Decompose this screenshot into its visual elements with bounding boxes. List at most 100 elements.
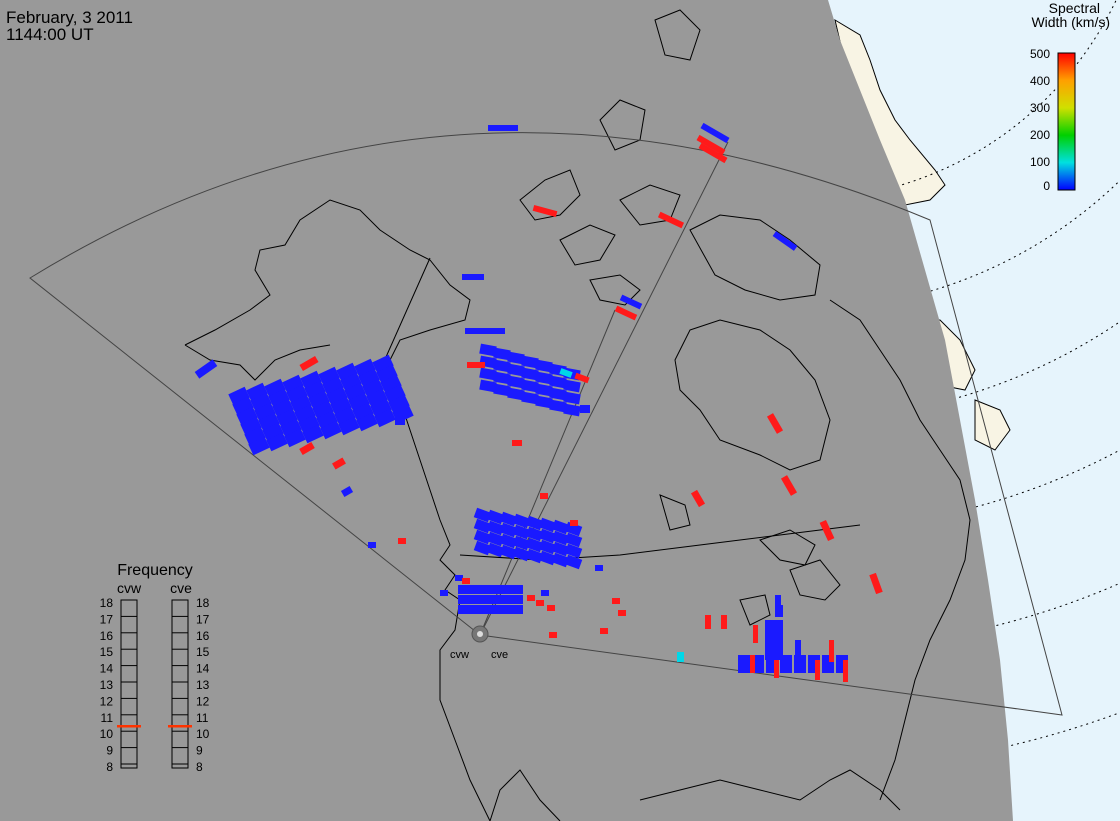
echo-cell xyxy=(366,388,388,408)
frequency-scale-label: 15 xyxy=(196,645,210,659)
frequency-scale-label: 15 xyxy=(100,645,114,659)
echo-cell xyxy=(488,125,518,131)
frequency-scale-label: 9 xyxy=(196,744,203,758)
echo-cell xyxy=(486,509,505,525)
colorbar-tick-400: 400 xyxy=(1030,74,1050,88)
echo-cell xyxy=(563,379,581,393)
echo-cell xyxy=(547,605,555,611)
echo-cell xyxy=(535,371,553,385)
echo-cell xyxy=(549,387,567,401)
radar-echoes xyxy=(194,122,883,682)
echo-cell xyxy=(690,489,706,508)
echo-cell xyxy=(304,380,326,400)
echo-cell xyxy=(780,475,798,496)
colorbar: Spectral Width (km/s) 500 400 300 200 10… xyxy=(1030,0,1110,193)
echo-cell xyxy=(843,660,848,682)
frequency-scale-label: 11 xyxy=(196,711,209,725)
echo-cell xyxy=(493,371,511,385)
echo-cell xyxy=(700,122,730,144)
echo-cell xyxy=(514,595,523,604)
echo-cell xyxy=(564,554,583,570)
echo-cell xyxy=(595,565,603,571)
echo-cell xyxy=(344,382,366,402)
frequency-scale-label: 17 xyxy=(100,612,114,626)
echo-cell xyxy=(525,526,544,542)
frequency-scale-label: 18 xyxy=(196,596,210,610)
echo-cell xyxy=(228,386,250,406)
echo-cell xyxy=(521,379,539,393)
echo-cell xyxy=(512,440,522,446)
frequency-scale-label: 8 xyxy=(106,760,113,774)
echo-cell xyxy=(312,400,334,420)
frequency-scale-label: 17 xyxy=(196,612,210,626)
frequency-scale-label: 10 xyxy=(196,727,210,741)
echo-cell xyxy=(302,424,324,444)
echo-cell xyxy=(540,493,548,499)
echo-cell xyxy=(499,544,518,560)
echo-cell xyxy=(525,515,544,531)
frequency-column-cve xyxy=(171,599,189,769)
frequency-scale-label: 10 xyxy=(100,727,114,741)
echo-cell xyxy=(246,382,268,402)
frequency-scale-label: 18 xyxy=(100,596,114,610)
echo-cell xyxy=(462,274,484,280)
echo-cell xyxy=(194,359,218,379)
echo-cell xyxy=(614,305,638,321)
echo-cell xyxy=(368,542,376,548)
echo-cell xyxy=(370,398,392,418)
echo-cell xyxy=(316,410,338,430)
echo-cell xyxy=(474,595,483,604)
echo-cell xyxy=(512,524,531,540)
echo-cell xyxy=(358,368,380,388)
echo-cell xyxy=(507,363,525,377)
echo-cell xyxy=(564,543,583,559)
echo-cell xyxy=(290,394,312,414)
echo-cell xyxy=(244,426,266,446)
echo-cell xyxy=(535,395,553,409)
echo-cell xyxy=(677,652,684,662)
coastlines xyxy=(184,9,971,821)
echo-cell xyxy=(525,548,544,564)
echo-cell xyxy=(541,590,549,596)
radar-label-cvw: cvw xyxy=(450,649,469,661)
frequency-title: Frequency xyxy=(117,562,193,579)
echo-cell xyxy=(236,406,258,426)
echo-cell xyxy=(266,432,288,452)
echo-cell xyxy=(395,405,405,425)
echo-cell xyxy=(326,386,348,406)
echo-cell xyxy=(549,375,567,389)
echo-cell xyxy=(535,383,553,397)
colorbar-gradient xyxy=(1057,52,1076,191)
echo-cell xyxy=(705,615,711,629)
echo-cell xyxy=(538,539,557,555)
echo-cell xyxy=(458,585,467,594)
echo-cell xyxy=(775,605,783,617)
echo-cell xyxy=(512,535,531,551)
echo-cell xyxy=(276,408,298,428)
echo-cell xyxy=(506,595,515,604)
radar-label-cve: cve xyxy=(491,649,508,661)
echo-cell xyxy=(479,367,497,381)
echo-cell xyxy=(551,541,570,557)
echo-cell xyxy=(299,355,319,372)
echo-cell xyxy=(570,520,578,526)
echo-cell xyxy=(473,507,492,523)
colorbar-tick-100: 100 xyxy=(1030,155,1050,169)
echo-cell xyxy=(473,529,492,545)
echo-cell xyxy=(340,372,362,392)
echo-cell xyxy=(499,533,518,549)
echo-cell xyxy=(248,436,270,456)
echo-cell xyxy=(829,640,834,662)
echo-cell xyxy=(374,408,396,428)
echo-cell xyxy=(284,428,306,448)
echo-cell xyxy=(506,605,515,614)
frequency-scale-label: 11 xyxy=(101,711,114,725)
frequency-radar-cvw: cvw xyxy=(117,580,142,596)
echo-cell xyxy=(294,404,316,424)
echo-cell xyxy=(264,378,286,398)
radar-site-marker xyxy=(471,625,489,643)
echo-cell xyxy=(280,418,302,438)
echo-cell xyxy=(525,537,544,553)
echo-cell xyxy=(467,362,485,368)
echo-cell xyxy=(698,142,728,164)
